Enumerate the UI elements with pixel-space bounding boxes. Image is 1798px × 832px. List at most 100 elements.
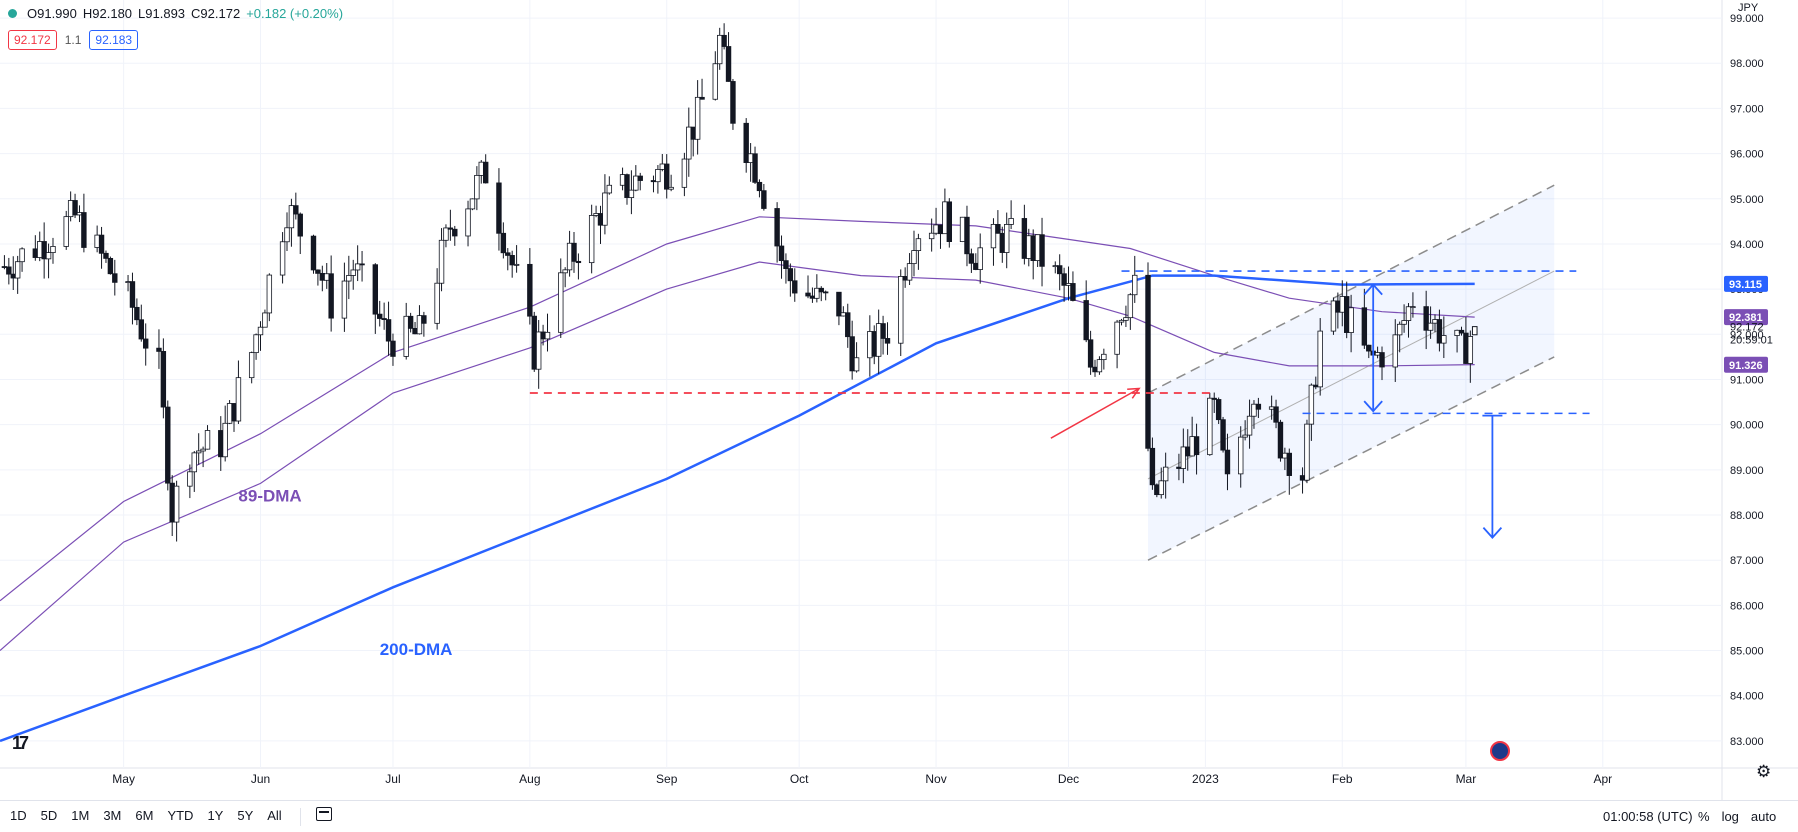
candle [1149, 437, 1156, 490]
utc-clock[interactable]: 01:00:58 (UTC) [1603, 809, 1693, 824]
candle [593, 205, 599, 218]
candle [933, 207, 939, 236]
candle-body [805, 292, 811, 297]
candle-body [1092, 366, 1098, 373]
ma-annotation-label: 200-DMA [380, 640, 453, 659]
candle [1246, 399, 1253, 449]
candle [853, 342, 860, 373]
candle-body [98, 234, 105, 254]
buy-button[interactable]: 92.183 [89, 30, 139, 50]
candle-body [1282, 452, 1288, 459]
candle-body [319, 272, 326, 281]
x-tick-label: Jul [385, 772, 400, 786]
candle-body [575, 260, 582, 264]
candle [173, 480, 180, 542]
range-6m[interactable]: 6M [135, 808, 154, 823]
candle [778, 235, 785, 279]
candle [875, 309, 882, 374]
candle-body [1220, 419, 1226, 451]
range-5d[interactable]: 5D [40, 808, 58, 823]
candle [496, 168, 502, 251]
range-3m[interactable]: 3M [103, 808, 122, 823]
range-1d[interactable]: 1D [10, 808, 27, 823]
candle [1118, 318, 1125, 326]
candle [752, 146, 758, 185]
candle-body [1158, 480, 1164, 496]
candle-body [849, 336, 855, 372]
candle [602, 174, 608, 235]
candle [845, 303, 851, 348]
candle [315, 269, 321, 286]
candle [1004, 212, 1010, 269]
candle-body [6, 266, 12, 275]
candle [867, 315, 873, 377]
candle-body [681, 158, 688, 188]
calendar-icon[interactable] [316, 807, 332, 821]
ma-annotation-label: 89-DMA [238, 486, 301, 505]
candle-body [385, 319, 392, 342]
x-tick-label: Apr [1593, 772, 1612, 786]
candle [372, 263, 379, 334]
candle [478, 160, 484, 184]
candle [143, 323, 149, 366]
candle-body [566, 242, 573, 271]
candle [1092, 359, 1098, 377]
arrow-head-down [1482, 526, 1503, 539]
gear-icon[interactable]: ⚙ [1756, 762, 1772, 781]
candle-body [1008, 218, 1014, 225]
candle-body [509, 255, 515, 266]
candle [717, 27, 723, 70]
candle-body [222, 422, 228, 458]
auto-toggle[interactable]: auto [1750, 809, 1777, 824]
candle-body [1145, 274, 1151, 449]
candle [1056, 254, 1063, 291]
candle [1065, 266, 1072, 301]
currency-label[interactable]: JPY [1738, 2, 1759, 14]
candle-body [94, 234, 100, 248]
candle [1467, 330, 1474, 383]
candle-body [10, 273, 16, 279]
candle [403, 302, 409, 360]
candle-body [593, 213, 599, 216]
candle [884, 322, 891, 355]
candle-body [1087, 339, 1094, 368]
candle [606, 176, 613, 195]
candle [1242, 420, 1248, 441]
candle-body [50, 246, 56, 253]
log-toggle[interactable]: log [1721, 809, 1739, 824]
sell-button[interactable]: 92.172 [8, 30, 57, 50]
range-ytd[interactable]: YTD [167, 808, 194, 823]
candle-body [1246, 415, 1253, 436]
candle-body [478, 161, 484, 176]
range-1m[interactable]: 1M [71, 808, 90, 823]
candle-body [412, 328, 418, 335]
tradingview-logo-icon[interactable]: 17 [12, 733, 29, 753]
red-pointer-arrowhead [1127, 387, 1141, 399]
candle-body [1215, 399, 1222, 421]
candle-body [438, 239, 445, 284]
candle [1145, 262, 1151, 452]
candle [169, 475, 175, 537]
candle [725, 32, 732, 82]
range-all[interactable]: All [267, 808, 282, 823]
candle-body [1339, 296, 1345, 313]
candle [1087, 330, 1094, 375]
candle-body [482, 161, 489, 184]
candle-body [1304, 423, 1310, 481]
candle-body [845, 312, 851, 338]
percent-toggle[interactable]: % [1698, 809, 1710, 824]
candle [434, 268, 440, 330]
y-tick-label: 95.000 [1730, 194, 1764, 206]
candle [200, 446, 206, 468]
candle-body [1149, 447, 1156, 486]
candle-body [173, 485, 180, 523]
candle [1366, 344, 1372, 359]
candle-body [1185, 446, 1191, 457]
range-1y[interactable]: 1Y [207, 808, 224, 823]
candle [743, 118, 749, 173]
range-5y[interactable]: 5Y [237, 808, 254, 823]
australia-flag-icon[interactable] [1490, 741, 1510, 761]
candle [253, 333, 259, 360]
candle-body [562, 269, 568, 274]
